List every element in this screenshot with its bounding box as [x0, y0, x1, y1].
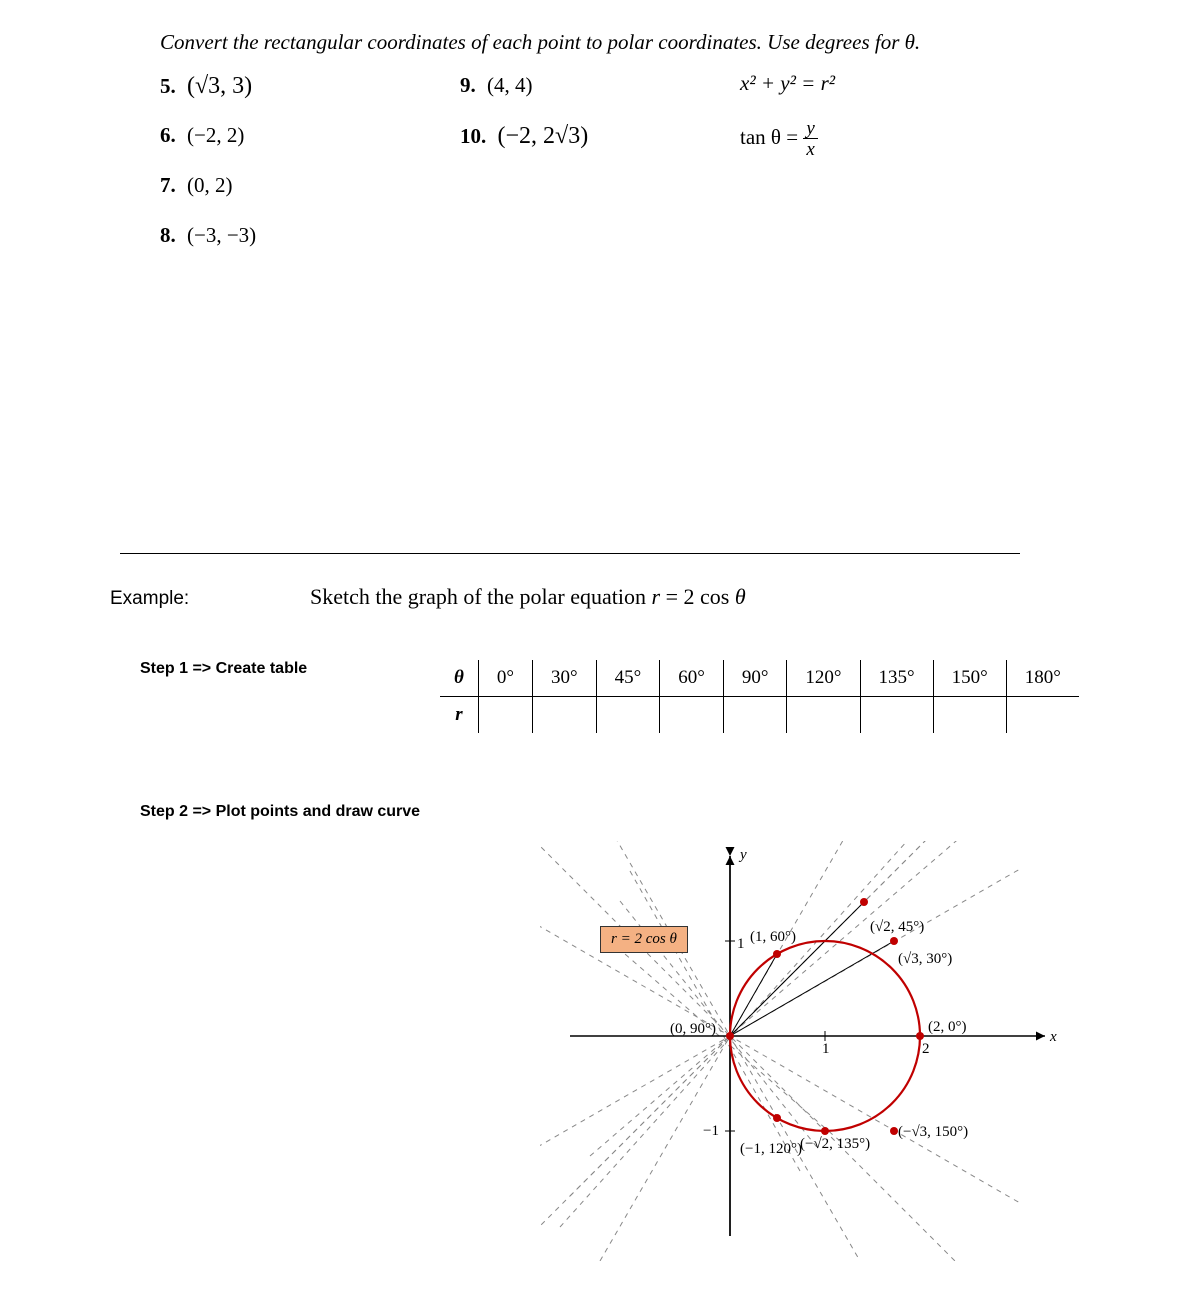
pt-45: (√2, 45°): [870, 919, 924, 936]
problem-9: 9. (4, 4): [460, 73, 533, 98]
problem-10: 10. (−2, 2√3): [460, 123, 588, 150]
problems-block: 5. (√3, 3) 6. (−2, 2) 7. (0, 2) 8. (−3, …: [160, 73, 1140, 283]
worksheet-page: Convert the rectangular coordinates of e…: [0, 0, 1200, 1315]
pt-135: (−√2, 135°): [800, 1136, 870, 1153]
step1-label: Step 1 => Create table: [140, 660, 360, 678]
problem-7: 7. (0, 2): [160, 173, 233, 198]
tick-1-y: 1: [737, 936, 745, 953]
section-separator: [120, 553, 1020, 554]
formula-r: x² + y² = r²: [740, 71, 835, 96]
pt-30: (√3, 30°): [898, 951, 952, 968]
problem-8: 8. (−3, −3): [160, 223, 256, 248]
example-label: Example:: [110, 588, 310, 610]
equation-badge: r = 2 cos θ: [600, 926, 688, 953]
pt-90: (0, 90°): [670, 1021, 716, 1038]
example-row: Example: Sketch the graph of the polar e…: [110, 584, 1140, 610]
tick-2-x: 2: [922, 1041, 930, 1058]
table-row-theta: θ 0° 30° 45° 60° 90° 120° 135° 150° 180°: [440, 660, 1079, 697]
pt-120: (−1, 120°): [740, 1141, 802, 1158]
problem-6: 6. (−2, 2): [160, 123, 244, 148]
pt-60: (1, 60°): [750, 929, 796, 946]
formula-tan: tan θ = y x: [740, 119, 818, 159]
polar-table: θ 0° 30° 45° 60° 90° 120° 135° 150° 180°…: [440, 660, 1079, 733]
pt-0: (2, 0°): [928, 1019, 967, 1036]
pt-150: (−√3, 150°): [898, 1124, 968, 1141]
example-text: Sketch the graph of the polar equation r…: [310, 584, 746, 610]
tick-1-x: 1: [822, 1041, 830, 1058]
instruction-text: Convert the rectangular coordinates of e…: [160, 30, 1140, 55]
y-axis-label: y: [740, 847, 747, 864]
step2-label: Step 2 => Plot points and draw curve: [140, 803, 420, 820]
table-row-r: r: [440, 697, 1079, 734]
tick-neg1-y: −1: [703, 1123, 719, 1140]
graph-svg: [540, 841, 1100, 1261]
step2-row: Step 2 => Plot points and draw curve: [140, 803, 1140, 821]
problem-5: 5. (√3, 3): [160, 73, 252, 100]
x-axis-label: x: [1050, 1029, 1057, 1046]
step1-row: Step 1 => Create table θ 0° 30° 45° 60° …: [140, 660, 1140, 733]
polar-graph: r = 2 cos θ y x 1 −1 1 2 (2, 0°) (√3, 30…: [540, 841, 1100, 1261]
